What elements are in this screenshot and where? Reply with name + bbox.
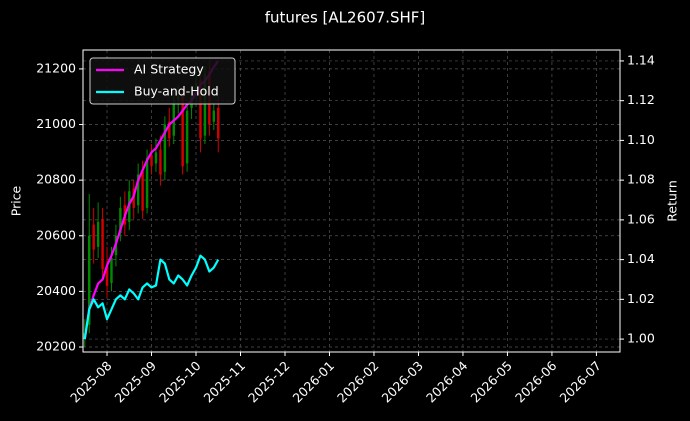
y2-tick-label: 1.00: [627, 331, 655, 346]
y-tick-label: 20400: [36, 283, 76, 298]
candle-body: [185, 110, 189, 164]
y2-tick-label: 1.10: [627, 132, 655, 147]
plot-frame: [82, 49, 621, 353]
line-series: [83, 254, 220, 340]
y-axis-label: Price: [9, 185, 24, 216]
candle-body: [212, 110, 216, 122]
legend-label: AI Strategy: [134, 62, 204, 77]
candle-body: [181, 93, 184, 167]
candle-body: [150, 155, 153, 167]
legend-label: Buy-and-Hold: [134, 84, 219, 99]
candle-body: [172, 102, 175, 136]
candle-body: [101, 219, 104, 270]
y-tick-label: 20200: [36, 338, 76, 353]
y2-tick-label: 1.08: [627, 172, 655, 187]
candle-body: [136, 174, 140, 206]
candle-body: [141, 171, 144, 211]
y2-axis-label: Return: [665, 180, 680, 221]
chart-title: futures [AL2607.SHF]: [265, 9, 426, 27]
candle-body: [88, 235, 91, 325]
y-tick-label: 21200: [36, 60, 76, 75]
y2-tick-label: 1.04: [627, 251, 655, 266]
candle-body: [217, 107, 220, 139]
legend-box: [89, 57, 236, 105]
candle-body: [203, 74, 207, 136]
candle-body: [159, 149, 162, 175]
y2-tick-label: 1.02: [627, 291, 655, 306]
y2-tick-label: 1.14: [627, 52, 655, 67]
candle-body: [96, 221, 100, 247]
y2-tick-label: 1.12: [627, 92, 655, 107]
y2-tick-label: 1.06: [627, 211, 655, 226]
candle-body: [119, 207, 122, 233]
candle-body: [163, 124, 167, 172]
y-tick-label: 20600: [36, 227, 76, 242]
y-tick-label: 20800: [36, 172, 76, 187]
candle-body: [145, 157, 149, 208]
candle-body: [110, 258, 113, 284]
candle-body: [168, 121, 171, 139]
candle-body: [154, 152, 158, 164]
candle-body: [105, 266, 109, 286]
y-tick-label: 21000: [36, 116, 76, 131]
candle-body: [199, 80, 202, 139]
candle-body: [92, 224, 95, 250]
